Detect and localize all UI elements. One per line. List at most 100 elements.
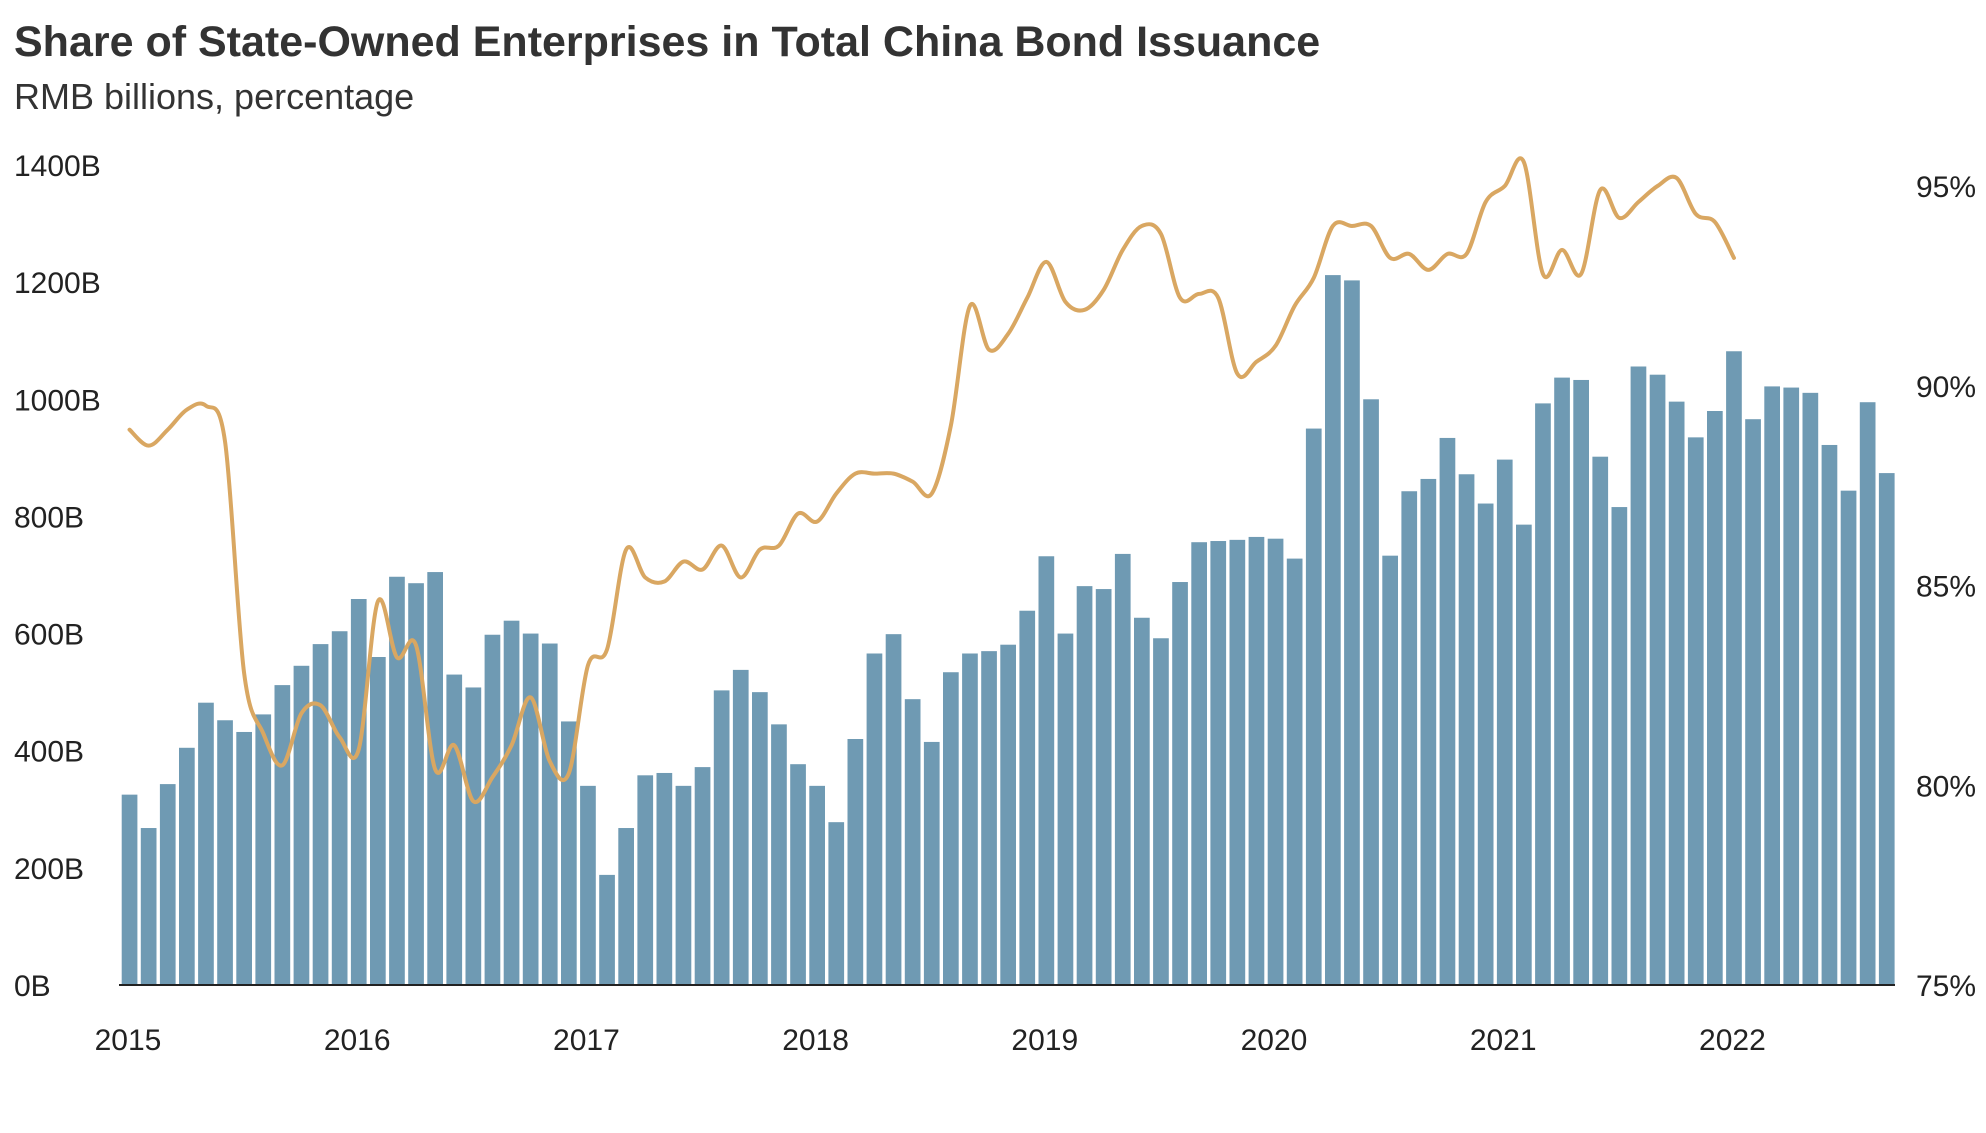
bar-67 xyxy=(1401,491,1418,985)
bar-65 xyxy=(1363,399,1379,985)
bar-42 xyxy=(923,741,940,985)
bar-23 xyxy=(561,721,577,985)
line-point-1 xyxy=(148,445,149,446)
bar-17 xyxy=(446,674,463,985)
bar-30 xyxy=(694,767,711,985)
share-line xyxy=(127,156,1736,805)
bar-76 xyxy=(1573,379,1589,986)
bar-53 xyxy=(1134,617,1150,985)
bar-32 xyxy=(732,669,749,985)
line-point-36 xyxy=(817,521,818,522)
line-point-26 xyxy=(626,549,627,550)
bar-86 xyxy=(1764,386,1780,985)
line-point-55 xyxy=(1180,297,1181,298)
bar-79 xyxy=(1630,366,1647,985)
line-point-68 xyxy=(1428,269,1429,270)
bar-18 xyxy=(465,687,482,985)
line-point-53 xyxy=(1141,225,1142,226)
line-point-65 xyxy=(1371,225,1372,226)
bar-71 xyxy=(1477,503,1494,985)
line-point-8 xyxy=(282,765,283,766)
x-tick-label: 2016 xyxy=(324,1024,391,1057)
line-point-77 xyxy=(1600,189,1601,190)
bar-74 xyxy=(1535,403,1551,985)
right-tick-label: 75% xyxy=(1916,970,1976,1003)
bar-26 xyxy=(618,828,634,985)
bar-57 xyxy=(1210,541,1227,985)
x-tick-label: 2022 xyxy=(1699,1024,1766,1057)
line-point-11 xyxy=(339,737,340,738)
bar-16 xyxy=(427,572,443,985)
line-point-29 xyxy=(683,561,684,562)
line-point-5 xyxy=(225,441,226,442)
line-point-58 xyxy=(1237,373,1238,374)
bar-84 xyxy=(1726,351,1742,985)
line-point-83 xyxy=(1714,221,1715,222)
line-point-38 xyxy=(855,473,856,474)
line-point-32 xyxy=(740,577,741,578)
bar-14 xyxy=(389,576,405,985)
bar-52 xyxy=(1114,553,1131,985)
line-point-62 xyxy=(1313,277,1314,278)
line-point-15 xyxy=(416,645,417,646)
line-point-28 xyxy=(664,581,665,582)
bar-54 xyxy=(1153,638,1169,985)
bar-34 xyxy=(771,724,787,985)
line-point-44 xyxy=(969,305,970,306)
bar-81 xyxy=(1668,401,1685,985)
x-axis-ticks: 2015 2016 2017 2018 2019 2020 2021 2022 xyxy=(95,1024,1766,1057)
line-point-7 xyxy=(263,733,264,734)
line-point-3 xyxy=(186,409,187,410)
line-point-57 xyxy=(1218,297,1219,298)
bar-10 xyxy=(312,644,329,985)
line-point-79 xyxy=(1638,201,1639,202)
x-tick-label: 2018 xyxy=(782,1024,849,1057)
line-point-74 xyxy=(1542,273,1543,274)
left-tick-label: 600B xyxy=(14,619,84,652)
line-point-80 xyxy=(1657,186,1658,187)
bar-88 xyxy=(1802,392,1819,986)
line-point-67 xyxy=(1409,253,1410,254)
line-point-46 xyxy=(1008,333,1009,334)
bar-58 xyxy=(1229,539,1246,985)
line-point-13 xyxy=(377,601,378,602)
bar-36 xyxy=(809,785,825,985)
right-axis-ticks: 75% 80% 85% 90% 95% xyxy=(1916,171,1976,1003)
line-point-20 xyxy=(511,745,512,746)
bar-20 xyxy=(503,620,520,985)
bar-73 xyxy=(1516,524,1532,985)
bar-19 xyxy=(484,634,501,985)
line-point-30 xyxy=(702,569,703,570)
bar-28 xyxy=(656,772,673,985)
line-point-48 xyxy=(1046,261,1047,262)
bar-39 xyxy=(866,653,883,985)
right-tick-label: 85% xyxy=(1916,571,1976,604)
bar-13 xyxy=(370,657,386,985)
bar-41 xyxy=(904,699,921,985)
right-tick-label: 80% xyxy=(1916,770,1976,803)
bar-48 xyxy=(1038,556,1055,985)
right-tick-label: 95% xyxy=(1916,171,1976,204)
bar-3 xyxy=(179,747,195,985)
line-point-49 xyxy=(1065,301,1066,302)
bar-8 xyxy=(274,685,291,985)
bar-12 xyxy=(350,599,367,985)
line-point-10 xyxy=(320,705,321,706)
line-point-39 xyxy=(874,473,875,474)
line-point-41 xyxy=(912,481,913,482)
bar-7 xyxy=(255,714,272,985)
bar-6 xyxy=(236,731,252,985)
bar-11 xyxy=(331,631,348,985)
line-point-23 xyxy=(568,773,569,774)
bar-92 xyxy=(1878,473,1895,985)
line-point-19 xyxy=(492,777,493,778)
bar-90 xyxy=(1840,490,1857,985)
line-point-56 xyxy=(1199,293,1200,294)
line-point-6 xyxy=(244,673,245,674)
bar-56 xyxy=(1191,542,1207,985)
bar-77 xyxy=(1592,456,1609,985)
line-point-54 xyxy=(1160,233,1161,234)
bar-2 xyxy=(159,784,176,985)
bar-80 xyxy=(1649,374,1666,985)
bar-69 xyxy=(1439,437,1456,985)
